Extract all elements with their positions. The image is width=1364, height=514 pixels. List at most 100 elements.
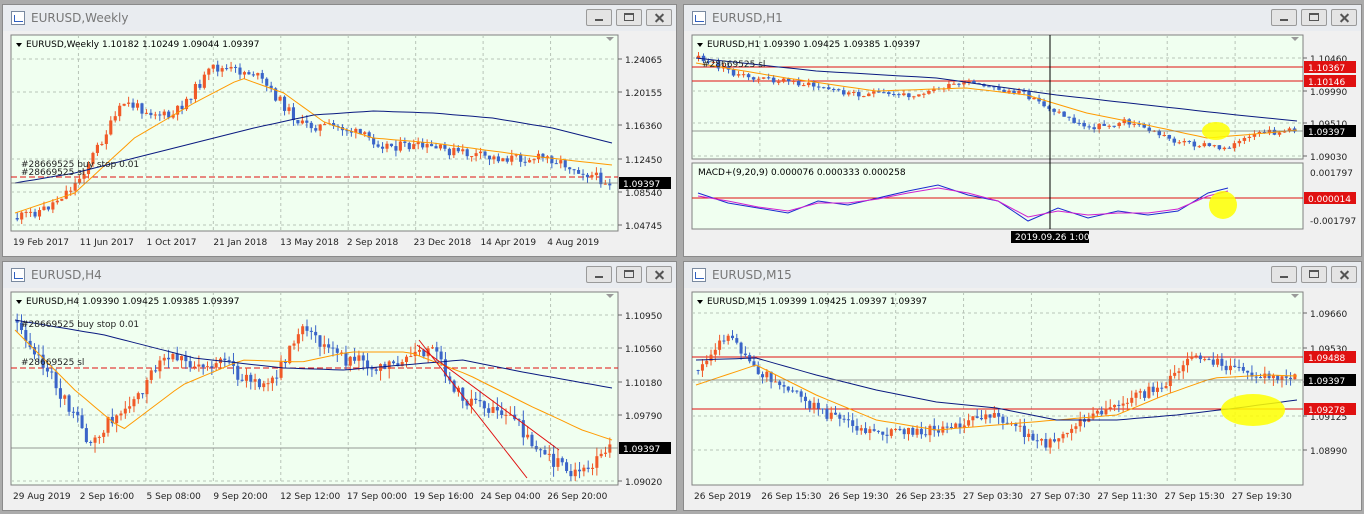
candle-body [988, 414, 992, 418]
candle-body [265, 78, 269, 86]
candle-body [752, 361, 756, 367]
candle-body [1122, 119, 1126, 124]
candle-body [19, 322, 24, 331]
candle-body [722, 340, 726, 342]
title-bar[interactable]: EURUSD,Weekly [3, 5, 676, 31]
candle-body [269, 85, 273, 89]
candle-body [340, 352, 344, 354]
candle-body [1207, 359, 1211, 361]
candle-body [590, 175, 594, 178]
title-bar[interactable]: EURUSD,H4 [3, 262, 676, 288]
candle-body [323, 123, 327, 125]
candle-body [344, 352, 348, 366]
candle-body [773, 381, 777, 383]
candle-body [1160, 387, 1164, 389]
candle-body [430, 144, 434, 147]
maximize-button[interactable] [616, 9, 642, 26]
candle-body [1190, 356, 1194, 359]
candle-body [305, 326, 309, 331]
chart-window-h1[interactable]: EURUSD,H1 1.104601.099901.095101.0903020… [683, 4, 1362, 257]
title-bar[interactable]: EURUSD,M15 [684, 262, 1361, 288]
price-chart-h4[interactable]: 1.10950 1.10560 1.10180 1.09790 1.09020 29 Au… [7, 290, 674, 508]
candle-body [1168, 375, 1172, 387]
candle-body [1095, 410, 1099, 414]
maximize-button[interactable] [616, 266, 642, 283]
chart-window-m15[interactable]: EURUSD,M15 1.096601.095301.092601.091251… [683, 261, 1362, 511]
trend-line [418, 339, 528, 479]
candle-body [572, 169, 576, 171]
candle-body [726, 66, 731, 70]
close-button[interactable] [1331, 266, 1357, 283]
candle-body [552, 453, 556, 467]
candle-body [709, 354, 713, 361]
candle-body [826, 87, 831, 90]
candle-body [554, 163, 558, 165]
candle-body [380, 146, 385, 149]
candle-body [1035, 440, 1039, 442]
candle-body [892, 94, 896, 96]
candle-body [1157, 130, 1162, 136]
candle-body [1192, 141, 1197, 147]
level-price-box [1304, 75, 1356, 87]
candle-body [100, 143, 104, 145]
candle-body [140, 103, 144, 114]
candle-body [1082, 122, 1086, 127]
moving-average-slow [14, 319, 613, 389]
time-axis-label: 27 Sep 19:30 [1232, 492, 1292, 502]
candle-body [379, 364, 383, 371]
symbol-header: EURUSD,Weekly 1.10182 1.10249 1.09044 1.… [26, 40, 259, 50]
title-bar[interactable]: EURUSD,H1 [684, 5, 1361, 31]
time-axis-label: 26 Sep 20:00 [547, 492, 607, 502]
candle-body [102, 432, 106, 437]
close-button[interactable] [646, 9, 672, 26]
candle-body [372, 137, 376, 145]
candle-body [439, 351, 443, 360]
candle-body [50, 371, 54, 373]
chart-window-h4[interactable]: EURUSD,H4 1.10950 1.10560 1.10180 1.09790 1.… [2, 261, 677, 511]
candle-body [1237, 366, 1241, 368]
candle-body [1007, 90, 1011, 93]
moving-average-slow [695, 357, 1298, 421]
minimize-button[interactable] [1271, 266, 1297, 283]
candle-body [608, 183, 612, 186]
candle-body [331, 123, 336, 126]
candle-body [465, 149, 469, 157]
candle-body [29, 211, 33, 213]
close-button[interactable] [646, 266, 672, 283]
time-axis-label: 27 Sep 03:30 [963, 492, 1023, 502]
minimize-button[interactable] [1271, 9, 1297, 26]
candle-body [461, 387, 465, 401]
minimize-button[interactable] [586, 266, 612, 283]
candle-body [51, 202, 55, 210]
candle-body [924, 434, 928, 436]
minimize-button[interactable] [586, 9, 612, 26]
candle-body [345, 130, 349, 132]
candle-body [210, 366, 214, 368]
current-price-box [619, 177, 671, 189]
candle-body [1263, 373, 1267, 378]
candle-body [1137, 123, 1141, 125]
dropdown-triangle-icon [697, 43, 703, 47]
candle-body [69, 190, 73, 192]
candle-body [162, 111, 166, 116]
candle-body [1040, 438, 1044, 441]
maximize-button[interactable] [1301, 9, 1327, 26]
candle-body [266, 383, 270, 385]
price-chart-weekly[interactable]: 1.24065 1.20155 1.16360 1.12450 1.08540 1.047… [7, 33, 674, 254]
chart-window-weekly[interactable]: EURUSD,Weekly 1.24065 1.20155 1.16360 1.124… [2, 4, 677, 257]
candle-body [1143, 391, 1147, 398]
candle-body [696, 55, 701, 58]
candle-body [37, 210, 42, 217]
macd-scale-label: -0.001797 [1310, 217, 1356, 227]
candle-body [1155, 387, 1159, 392]
candle-body [1247, 136, 1252, 138]
candle-body [766, 77, 771, 79]
maximize-button[interactable] [1301, 266, 1327, 283]
candle-body [404, 356, 409, 363]
candle-body [76, 411, 80, 416]
close-button[interactable] [1331, 9, 1357, 26]
candle-body [847, 92, 851, 95]
chart-window-icon [11, 268, 25, 282]
